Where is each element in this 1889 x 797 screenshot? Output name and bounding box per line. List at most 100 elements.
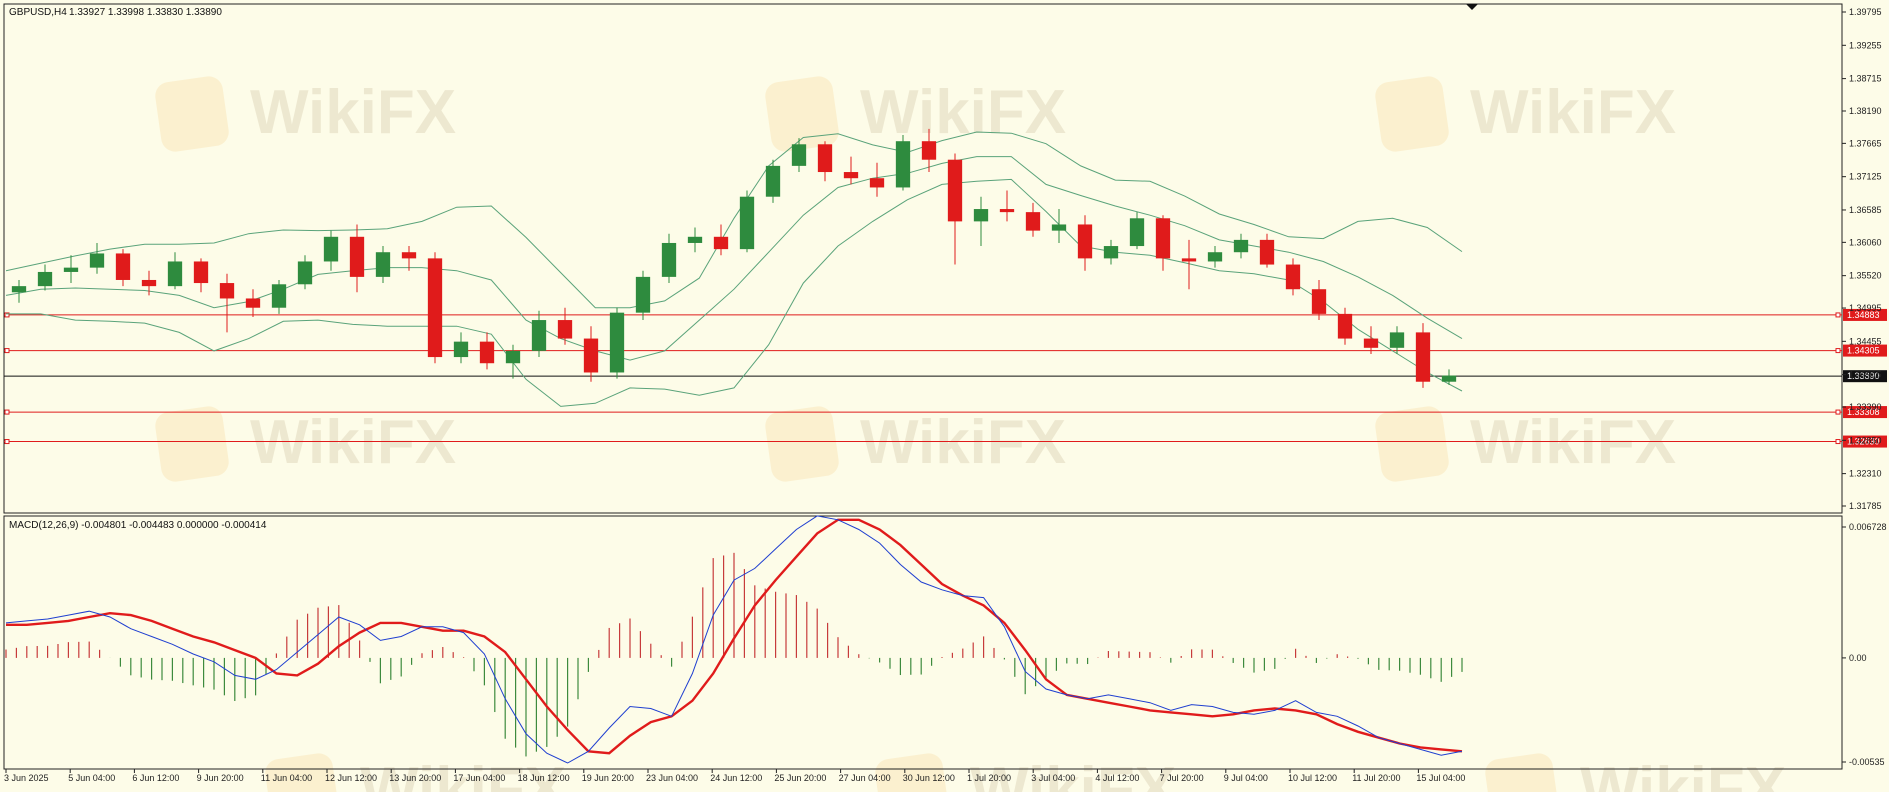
price-tick-label: 1.33390 [1849,402,1882,412]
price-tick-label: 1.38190 [1849,106,1882,116]
macd-histogram [5,552,1463,757]
candle [843,156,859,185]
candle-body [1051,224,1067,231]
candle-body [609,312,625,373]
candle-body [1337,313,1353,339]
candle [1181,239,1197,290]
price-tick-label: 1.37125 [1849,172,1882,182]
candle-body [739,196,755,250]
candle [791,138,807,173]
candle-body [1129,218,1145,247]
candle [1025,202,1041,237]
candle [1051,209,1067,243]
level-handle-icon[interactable] [1835,348,1841,354]
price-tick-label: 1.34995 [1849,303,1882,313]
level-handle-icon[interactable] [4,409,10,415]
time-tick-label: 7 Jul 20:00 [1160,773,1204,783]
level-handle-icon[interactable] [4,312,10,318]
price-axis: 1.39795 1.39255 1.38715 1.38190 1.37665 1.371… [1842,7,1882,511]
watermark-text: WikiFX [1580,755,1786,792]
watermark-logo-icon [155,76,229,152]
time-axis: 3 Jun 2025 5 Jun 04:00 6 Jun 12:00 9 Jun 20… [4,769,1465,783]
time-tick-label: 15 Jul 04:00 [1416,773,1465,783]
candle-body [297,261,313,285]
candle-body [557,320,573,339]
watermark: WikiFX [765,406,1066,482]
chart-shift-marker-icon[interactable] [1466,4,1478,10]
watermark: WikiFX [155,406,456,482]
candle-body [1181,258,1197,262]
candle-body [1285,264,1301,290]
candle [193,258,209,293]
ohlc-readout: 1.33927 1.33998 1.33830 1.33890 [69,7,222,18]
candle-body [1415,332,1431,382]
candle [245,289,261,317]
price-tick-label: 1.39795 [1849,7,1882,17]
candle [635,270,651,321]
time-tick-label: 11 Jul 20:00 [1352,773,1400,783]
level-price-label: 1.34305 [1847,346,1880,356]
level-handle-icon[interactable] [1835,409,1841,415]
symbol-label: GBPUSD,H4 [9,7,67,18]
candle-body [583,338,599,373]
time-tick-label: 24 Jun 12:00 [710,773,762,783]
candle [167,252,183,290]
candle-body [219,283,235,299]
bollinger-lower-line [6,178,1463,407]
candle-body [921,141,937,160]
candle [817,141,833,182]
candle [869,162,885,197]
candle [401,246,417,271]
candle [531,310,547,358]
candle [687,227,703,253]
time-tick-label: 23 Jun 04:00 [646,773,698,783]
watermark-text: WikiFX [1470,408,1676,477]
level-handle-icon[interactable] [4,348,10,354]
candle-body [427,258,443,358]
candle-body [63,267,79,272]
candle-body [141,279,157,287]
candle-body [323,236,339,262]
price-tick-label: 1.33915 [1849,370,1882,380]
watermark-logo-icon [155,406,229,482]
price-tick-label: 1.36060 [1849,237,1882,247]
candle [557,307,573,345]
level-handle-icon[interactable] [1835,312,1841,318]
bollinger-upper-line [5,131,1463,309]
price-tick-label: 1.37665 [1849,138,1882,148]
candle-body [1025,212,1041,231]
candle-body [947,159,963,222]
candle [11,279,27,303]
candle [999,190,1015,222]
time-tick-label: 17 Jun 04:00 [453,773,505,783]
candle-body [115,253,131,280]
candle [63,255,79,284]
current-price-label: 1.33890 [1847,371,1880,381]
candle [297,255,313,290]
candle-body [869,178,885,188]
level-handle-icon[interactable] [4,439,10,445]
level-price-label: 1.33308 [1847,407,1880,417]
candle [1077,215,1093,271]
candle-body [1363,338,1379,348]
candle [1415,323,1431,388]
macd-signal-line [6,518,1463,755]
candle [583,326,599,382]
candle [1441,369,1457,385]
candle-body [531,320,547,351]
watermark-text: WikiFX [250,78,456,147]
time-tick-label: 4 Jul 12:00 [1095,773,1139,783]
time-tick-label: 19 Jun 20:00 [582,773,634,783]
time-tick-label: 1 Jul 20:00 [967,773,1011,783]
watermark-text: WikiFX [1470,78,1676,147]
level-handle-icon[interactable] [1835,439,1841,445]
candle-body [349,236,365,277]
watermark: WikiFX [1375,406,1676,482]
time-tick-label: 5 Jun 04:00 [68,773,115,783]
time-tick-label: 27 Jun 04:00 [839,773,891,783]
candle [1285,258,1301,296]
candle-body [1233,239,1249,253]
candle-body [1389,332,1405,348]
candle-body [505,350,521,364]
candle [323,230,339,271]
